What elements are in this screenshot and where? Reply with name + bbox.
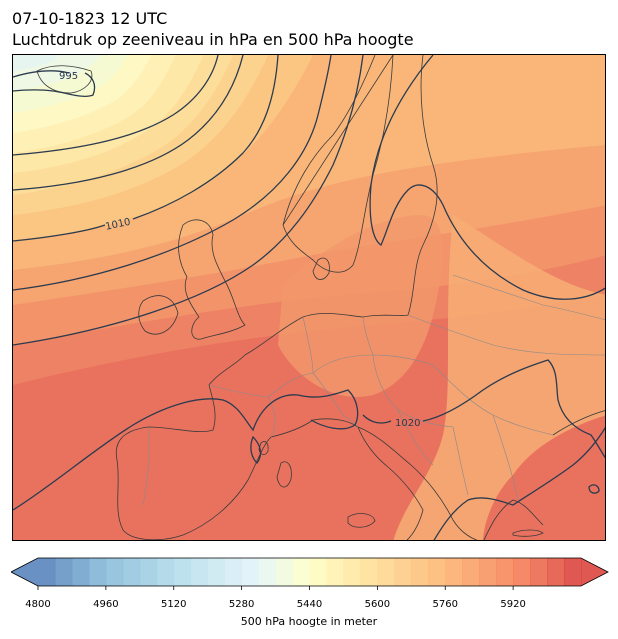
colorbar-segment (71, 558, 90, 586)
isobar-1015-ital (250, 435, 262, 464)
colorbar-segment (428, 558, 446, 586)
colorbar-segment (479, 558, 497, 586)
isobar-1020-east (362, 359, 605, 459)
isobar-label-1020: 1020 (395, 418, 420, 429)
colorbar-segment (513, 558, 531, 586)
colorbar-segment (258, 558, 276, 586)
colorbar-segment (411, 558, 429, 586)
band-east-tongue (393, 215, 605, 540)
colorbar-segment (326, 558, 344, 586)
colorbar-segment (241, 558, 259, 586)
colorbar-segment (224, 558, 243, 586)
colorbar-tick-5600: 5600 (364, 599, 391, 610)
colorbar-segment (530, 558, 548, 586)
isobar-1015b (13, 55, 364, 346)
colorbar-tick-4960: 4960 (93, 599, 119, 610)
isobar-1020-ne (369, 55, 605, 300)
colorbar-segment (139, 558, 158, 586)
isobars (13, 55, 605, 540)
coastlines (36, 55, 605, 540)
isobar-1010 (13, 55, 279, 242)
colorbar-extend-low (11, 558, 38, 586)
country-borders (142, 274, 605, 506)
map-title-date: 07-10-1823 12 UTC (12, 9, 168, 28)
band-dome (278, 215, 443, 397)
band-5360 (13, 55, 59, 71)
colorbar (10, 557, 609, 597)
height-fill-bands (13, 55, 605, 540)
isobar-1020-se (433, 426, 605, 540)
colorbar-tick-5280: 5280 (228, 599, 255, 610)
isobar-label-1010: 1010 (104, 217, 131, 233)
colorbar-segment (38, 558, 56, 586)
colorbar-segment (445, 558, 463, 586)
colorbar-segment (377, 558, 395, 586)
colorbar-segment (190, 558, 209, 586)
colorbar-segment (54, 558, 73, 586)
isobar-1005 (13, 55, 244, 191)
isobar-small-se (588, 484, 600, 494)
weather-map: 995 1010 1020 (12, 54, 606, 541)
isobar-1020-west (13, 389, 359, 511)
colorbar-tick-5760: 5760 (432, 599, 458, 610)
colorbar-segment (309, 558, 327, 586)
colorbar-segment (105, 558, 124, 586)
colorbar-segment (173, 558, 192, 586)
colorbar-tick-5120: 5120 (161, 599, 187, 610)
colorbar-segment (292, 558, 310, 586)
colorbar-label: 500 hPa hoogte in meter (240, 615, 378, 628)
colorbar-segment (564, 558, 582, 586)
colorbar-segment (156, 558, 175, 586)
colorbar-segment (462, 558, 480, 586)
isobar-995 (13, 70, 96, 97)
colorbar-segment (122, 558, 141, 586)
colorbar-tick-4800: 4800 (25, 599, 51, 610)
colorbar-segment (343, 558, 361, 586)
colorbar-segments (11, 558, 608, 586)
colorbar-segment (275, 558, 293, 586)
map-title-description: Luchtdruk op zeeniveau in hPa en 500 hPa… (12, 30, 414, 49)
colorbar-segment (496, 558, 514, 586)
colorbar-tick-5440: 5440 (296, 599, 323, 610)
colorbar-tick-5920: 5920 (500, 599, 526, 610)
colorbar-segment (360, 558, 378, 586)
colorbar-segment (207, 558, 226, 586)
colorbar-ticks (37, 586, 514, 590)
isobar-label-995: 995 (59, 71, 78, 82)
colorbar-segment (394, 558, 412, 586)
colorbar-extend-high (581, 558, 608, 586)
isobar-1000 (13, 55, 219, 156)
isobar-1015a (13, 55, 332, 291)
isobar-labels: 995 1010 1020 (59, 71, 420, 429)
colorbar-segment (88, 558, 107, 586)
colorbar-segment (547, 558, 565, 586)
